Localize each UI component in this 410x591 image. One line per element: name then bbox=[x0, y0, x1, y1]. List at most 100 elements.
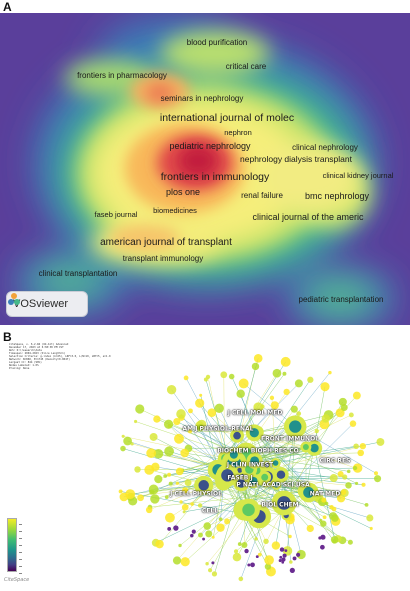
term-label: transplant immunology bbox=[123, 249, 203, 265]
network-node bbox=[359, 442, 367, 450]
network-node bbox=[257, 552, 262, 557]
network-hub-core bbox=[242, 503, 255, 517]
network-node bbox=[271, 541, 281, 550]
term-text: bmc nephrology bbox=[304, 191, 370, 201]
network-node-label: BIOL CHEM bbox=[261, 501, 299, 509]
network-hub-core bbox=[249, 428, 259, 438]
network-node bbox=[179, 500, 183, 504]
network-node bbox=[187, 428, 193, 434]
network-node bbox=[216, 523, 225, 532]
network-node bbox=[254, 537, 258, 541]
network-node bbox=[281, 548, 285, 551]
network-hub-core bbox=[310, 443, 319, 453]
network-edge bbox=[246, 418, 326, 455]
network-hub-core bbox=[276, 470, 286, 479]
network-node bbox=[340, 489, 347, 495]
network-node bbox=[264, 563, 272, 570]
network-node bbox=[211, 535, 215, 539]
network-edge bbox=[135, 421, 234, 455]
vosviewer-label: VOSviewer bbox=[13, 298, 69, 310]
network-node bbox=[289, 567, 295, 574]
network-node-label: J CELL PHYSIOL bbox=[170, 490, 222, 498]
panel-a-letter: A bbox=[3, 0, 12, 14]
panel-b-letter: B bbox=[3, 330, 12, 344]
term-label: clinical transplantation bbox=[39, 264, 118, 280]
network-node bbox=[199, 393, 203, 397]
network-node bbox=[269, 395, 275, 400]
network-node bbox=[197, 503, 203, 508]
network-node bbox=[220, 371, 228, 379]
network-hub-core bbox=[221, 469, 234, 482]
term-text: seminars in nephrology bbox=[160, 94, 244, 103]
network-node bbox=[154, 474, 163, 484]
network-node bbox=[376, 438, 385, 446]
network-node-label: NAT MED bbox=[309, 490, 341, 498]
network-node bbox=[330, 535, 339, 544]
network-node bbox=[284, 549, 288, 552]
term-text: american journal of transplant bbox=[100, 237, 232, 248]
network-node bbox=[172, 556, 182, 565]
network-node bbox=[145, 506, 153, 514]
meta-line: Nodes Labeled: 1.0% bbox=[9, 364, 39, 367]
network-edge bbox=[177, 483, 245, 511]
term-text: nephrology dialysis transplant bbox=[240, 154, 352, 164]
network-node bbox=[207, 408, 217, 417]
network-node bbox=[270, 401, 279, 410]
network-node bbox=[353, 443, 359, 450]
network-node bbox=[282, 553, 287, 558]
network-node bbox=[123, 436, 132, 446]
network-node bbox=[173, 525, 179, 531]
vosviewer-logo-icon bbox=[8, 293, 20, 305]
network-node bbox=[174, 433, 184, 444]
network-node bbox=[168, 481, 173, 486]
term-label: frontiers in immunology bbox=[161, 168, 270, 184]
network-edge bbox=[254, 446, 306, 461]
term-text: clinical nephrology bbox=[292, 143, 358, 152]
network-node bbox=[203, 522, 211, 530]
meta-line: Network: N=860, E=1745 (Density=0.0047) bbox=[9, 358, 70, 361]
term-text: renal failure bbox=[241, 191, 283, 200]
network-node-label: AM J PHYSIOL-RENAL bbox=[182, 425, 254, 433]
network-node bbox=[133, 419, 138, 424]
network-edge bbox=[295, 426, 377, 474]
meta-line: WoS: D:\research\data bbox=[9, 349, 42, 352]
network-node bbox=[306, 524, 314, 533]
network-node bbox=[289, 560, 293, 564]
network-hub-core bbox=[236, 479, 246, 488]
network-node bbox=[163, 474, 168, 478]
network-node bbox=[264, 555, 274, 565]
network-hub-core bbox=[250, 456, 260, 466]
network-node bbox=[250, 562, 255, 568]
meta-line: Pruning: None bbox=[9, 367, 30, 370]
term-label: clinical kidney journal bbox=[323, 166, 394, 182]
meta-line: December 17, 2023 at 6:38:38 PM CST bbox=[9, 346, 64, 349]
network-node-label: FASEB J bbox=[227, 474, 253, 482]
term-label: frontiers in pharmacology bbox=[77, 66, 167, 82]
network-node bbox=[118, 489, 123, 494]
network-node bbox=[182, 510, 186, 514]
network-hub-core bbox=[272, 460, 279, 466]
network-hub-core bbox=[264, 462, 270, 468]
network-node bbox=[320, 382, 330, 392]
network-node bbox=[328, 370, 332, 375]
network-hub-core bbox=[198, 480, 209, 491]
network-node bbox=[272, 368, 282, 378]
network-edge bbox=[224, 383, 300, 459]
network-node bbox=[188, 408, 193, 414]
network-edge bbox=[207, 376, 226, 459]
network-node bbox=[181, 503, 189, 511]
network-hub-core bbox=[302, 444, 309, 451]
network-node bbox=[144, 464, 155, 475]
network-node bbox=[345, 482, 352, 489]
citespace-logo: CiteSpace bbox=[4, 577, 30, 583]
network-node bbox=[238, 576, 244, 582]
network-node bbox=[218, 517, 223, 522]
meta-line: Timespan: 2004-2023 (Slice Length=1) bbox=[9, 352, 66, 355]
network-edge bbox=[314, 448, 335, 540]
term-label: blood purification bbox=[187, 33, 247, 49]
network-node bbox=[146, 448, 157, 459]
network-node bbox=[135, 404, 145, 414]
term-label: nephron bbox=[224, 123, 252, 139]
network-node bbox=[224, 518, 230, 525]
network-node-label: FRONT IMMUNOL bbox=[260, 435, 320, 443]
